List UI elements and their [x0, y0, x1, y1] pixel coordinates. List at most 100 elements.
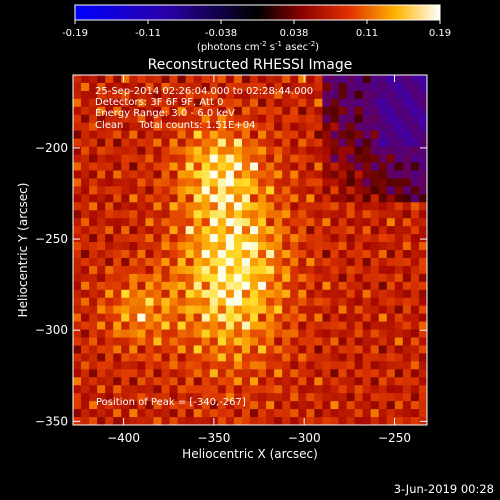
heatmap-cell — [121, 202, 130, 211]
heatmap-cell — [362, 138, 372, 147]
heatmap-cell — [290, 313, 299, 322]
heatmap-cell — [193, 202, 203, 211]
heatmap-cell — [378, 297, 388, 307]
heatmap-cell — [282, 218, 291, 227]
heatmap-cell — [322, 281, 331, 291]
heatmap-cell — [137, 273, 146, 283]
heatmap-cell — [81, 130, 90, 140]
heatmap-cell — [274, 297, 283, 307]
heatmap-cell — [73, 273, 82, 283]
heatmap-cell — [97, 146, 106, 155]
heatmap-cell — [225, 409, 235, 418]
heatmap-cell — [177, 361, 187, 370]
heatmap-cell — [193, 265, 203, 275]
heatmap-cell — [322, 417, 331, 426]
heatmap-cell — [233, 273, 243, 283]
heatmap-cell — [274, 210, 283, 219]
heatmap-cell — [418, 154, 428, 163]
heatmap-cell — [217, 82, 227, 92]
heatmap-cell — [394, 234, 404, 243]
heatmap-cell — [258, 417, 267, 426]
heatmap-cell — [314, 313, 323, 322]
heatmap-cell — [73, 170, 82, 179]
heatmap-cell — [81, 401, 90, 410]
heatmap-cell — [418, 329, 428, 338]
heatmap-cell — [250, 138, 259, 147]
heatmap-cell — [233, 210, 243, 219]
heatmap-cell — [346, 361, 355, 370]
heatmap-cell — [386, 417, 396, 426]
heatmap-cell — [121, 329, 130, 338]
heatmap-cell — [217, 409, 227, 418]
heatmap-cell — [185, 234, 195, 243]
heatmap-cell — [81, 257, 90, 267]
heatmap-cell — [129, 75, 138, 84]
heatmap-cell — [145, 353, 154, 362]
heatmap-cell — [290, 409, 299, 418]
heatmap-cell — [394, 122, 404, 132]
heatmap-cell — [258, 401, 267, 410]
heatmap-cell — [402, 329, 412, 338]
heatmap-cell — [177, 297, 187, 307]
heatmap-cell — [298, 114, 307, 124]
heatmap-cell — [89, 154, 98, 163]
heatmap-cell — [418, 257, 428, 267]
heatmap-cell — [121, 297, 130, 307]
heatmap-cell — [201, 162, 211, 171]
heatmap-cell — [185, 114, 195, 124]
heatmap-cell — [153, 393, 162, 402]
heatmap-cell — [209, 250, 219, 259]
heatmap-cell — [362, 106, 372, 116]
heatmap-cell — [137, 82, 146, 92]
heatmap-cell — [378, 162, 388, 171]
heatmap-cell — [217, 226, 227, 235]
heatmap-cell — [225, 313, 235, 322]
heatmap-cell — [282, 75, 291, 84]
heatmap-cell — [225, 289, 235, 299]
heatmap-cell — [338, 90, 347, 100]
heatmap-cell — [410, 409, 420, 418]
heatmap-cell — [410, 337, 420, 346]
heatmap-cell — [105, 82, 114, 92]
heatmap-cell — [153, 82, 162, 92]
heatmap-cell — [169, 250, 178, 259]
heatmap-cell — [105, 170, 114, 179]
heatmap-cell — [97, 369, 106, 378]
heatmap-cell — [241, 401, 251, 410]
heatmap-cell — [225, 369, 235, 378]
heatmap-cell — [89, 329, 98, 338]
heatmap-cell — [386, 337, 396, 346]
heatmap-cell — [306, 321, 315, 330]
heatmap-cell — [330, 146, 339, 155]
heatmap-cell — [153, 210, 162, 219]
heatmap-cell — [418, 90, 428, 100]
heatmap-cell — [209, 242, 219, 251]
heatmap-cell — [266, 250, 275, 259]
heatmap-cell — [73, 138, 82, 147]
heatmap-cell — [81, 337, 90, 346]
heatmap-cell — [266, 385, 275, 394]
heatmap-cell — [290, 114, 299, 124]
heatmap-cell — [121, 305, 130, 315]
heatmap-cell — [362, 146, 372, 155]
heatmap-cell — [185, 369, 195, 378]
heatmap-cell — [402, 305, 412, 315]
heatmap-cell — [274, 194, 283, 203]
heatmap-cell — [386, 393, 396, 402]
heatmap-cell — [193, 417, 203, 426]
heatmap-cell — [410, 130, 420, 140]
heatmap-cell — [177, 75, 187, 84]
heatmap-cell — [362, 257, 372, 267]
heatmap-cell — [97, 242, 106, 251]
heatmap-cell — [209, 202, 219, 211]
heatmap-cell — [346, 345, 355, 354]
heatmap-cell — [346, 289, 355, 299]
heatmap-cell — [177, 257, 187, 267]
heatmap-cell — [185, 337, 195, 346]
heatmap-cell — [73, 82, 82, 92]
heatmap-cell — [394, 273, 404, 283]
heatmap-cell — [338, 250, 347, 259]
heatmap-cell — [241, 194, 251, 203]
heatmap-cell — [418, 353, 428, 362]
heatmap-cell — [169, 226, 178, 235]
